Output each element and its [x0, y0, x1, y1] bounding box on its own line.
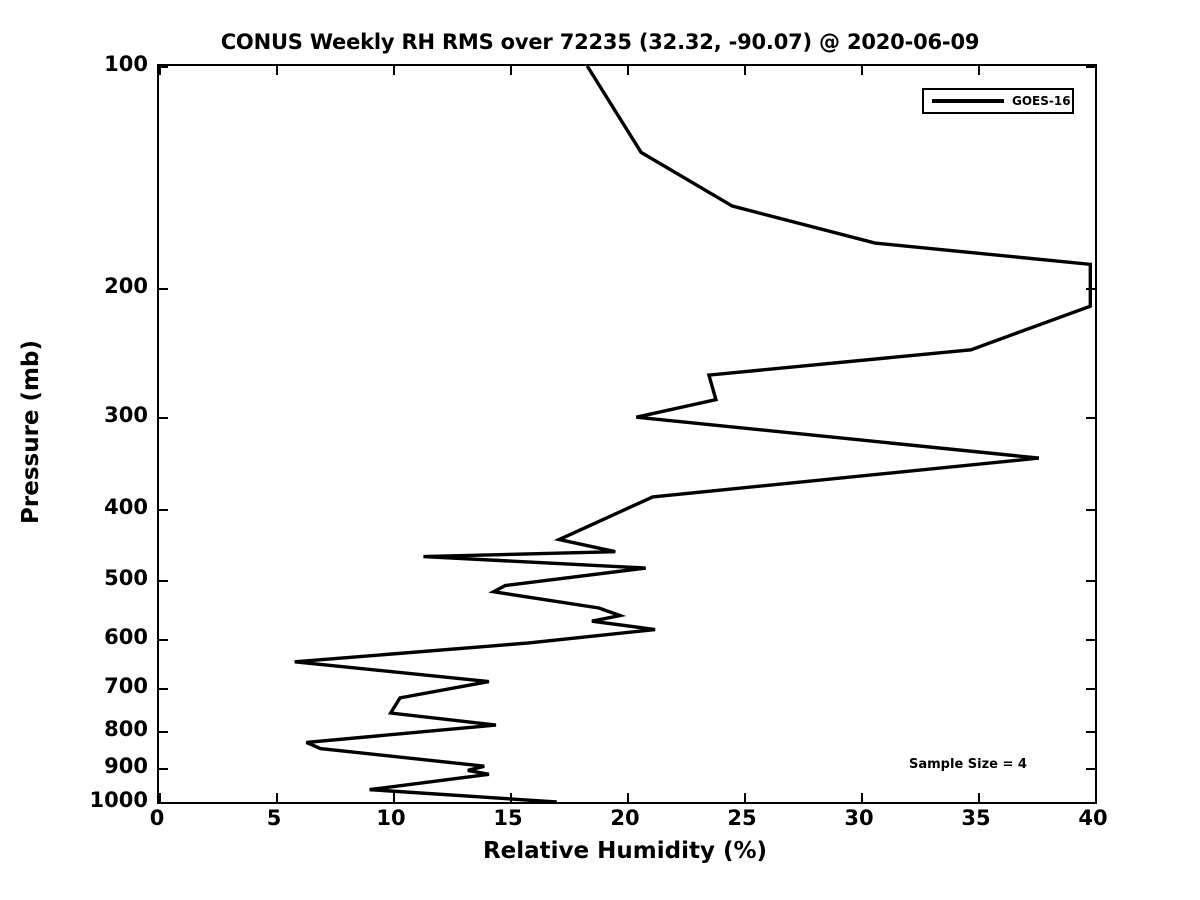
- x-tick-mark: [744, 66, 746, 75]
- y-tick-mark: [1086, 768, 1095, 771]
- x-tick-mark: [744, 793, 746, 802]
- x-tick-mark: [861, 793, 863, 802]
- y-tick-mark: [1086, 287, 1095, 290]
- x-tick-mark: [393, 66, 395, 75]
- y-tick-label: 800: [104, 716, 148, 741]
- y-tick-label: 600: [104, 624, 148, 649]
- y-tick-label: 700: [104, 673, 148, 698]
- y-tick-mark: [159, 66, 168, 68]
- data-series-canvas: [294, 65, 1093, 804]
- x-tick-mark: [861, 66, 863, 75]
- x-tick-mark: [978, 793, 980, 802]
- x-tick-mark: [276, 793, 278, 802]
- y-tick-mark: [1086, 638, 1095, 641]
- y-tick-mark: [159, 417, 168, 420]
- y-tick-label: 400: [104, 495, 148, 520]
- y-tick-label: 200: [104, 273, 148, 298]
- x-tick-mark: [159, 793, 161, 802]
- y-tick-mark: [159, 509, 168, 512]
- legend: GOES-16: [922, 88, 1074, 114]
- x-tick-mark: [978, 66, 980, 75]
- x-tick-label: 5: [266, 806, 282, 830]
- y-tick-mark: [1086, 580, 1095, 583]
- x-tick-label: 10: [376, 806, 406, 830]
- y-tick-mark: [159, 687, 168, 690]
- y-tick-mark: [159, 802, 168, 804]
- y-tick-mark: [1086, 509, 1095, 512]
- x-tick-mark: [627, 66, 629, 75]
- y-tick-mark: [159, 638, 168, 641]
- plot-area: [157, 64, 1097, 804]
- y-tick-label: 900: [104, 754, 148, 779]
- y-tick-label: 500: [104, 566, 148, 591]
- x-tick-mark: [276, 66, 278, 75]
- y-tick-mark: [1086, 802, 1095, 804]
- legend-swatch-goes-16: [932, 99, 1004, 103]
- x-tick-mark: [627, 793, 629, 802]
- x-tick-mark: [393, 793, 395, 802]
- y-tick-mark: [159, 730, 168, 733]
- x-tick-label: 40: [1078, 806, 1108, 830]
- y-tick-mark: [159, 768, 168, 771]
- x-axis-label: Relative Humidity (%): [482, 838, 768, 864]
- y-tick-mark: [1086, 417, 1095, 420]
- x-tick-mark: [1095, 66, 1097, 75]
- sample-size-annotation: Sample Size = 4: [909, 757, 1027, 772]
- x-tick-mark: [510, 66, 512, 75]
- y-tick-mark: [1086, 66, 1095, 68]
- y-tick-mark: [159, 287, 168, 290]
- y-tick-label: 1000: [89, 788, 148, 812]
- y-tick-label: 300: [104, 403, 148, 428]
- legend-label-goes-16: GOES-16: [1012, 94, 1071, 108]
- x-tick-mark: [159, 66, 161, 75]
- x-tick-label: 35: [961, 806, 991, 830]
- series-line-goes-16: [294, 65, 1093, 804]
- x-tick-mark: [1095, 793, 1097, 802]
- y-tick-mark: [159, 580, 168, 583]
- x-tick-mark: [510, 793, 512, 802]
- x-tick-label: 30: [844, 806, 874, 830]
- x-tick-label: 20: [610, 806, 640, 830]
- y-tick-label: 100: [104, 52, 148, 76]
- page-title: CONUS Weekly RH RMS over 72235 (32.32, -…: [220, 30, 980, 54]
- x-tick-label: 25: [727, 806, 757, 830]
- x-tick-label: 0: [149, 806, 165, 830]
- y-tick-mark: [1086, 730, 1095, 733]
- y-tick-mark: [1086, 687, 1095, 690]
- x-tick-label: 15: [493, 806, 523, 830]
- y-axis-label: Pressure (mb): [18, 340, 44, 524]
